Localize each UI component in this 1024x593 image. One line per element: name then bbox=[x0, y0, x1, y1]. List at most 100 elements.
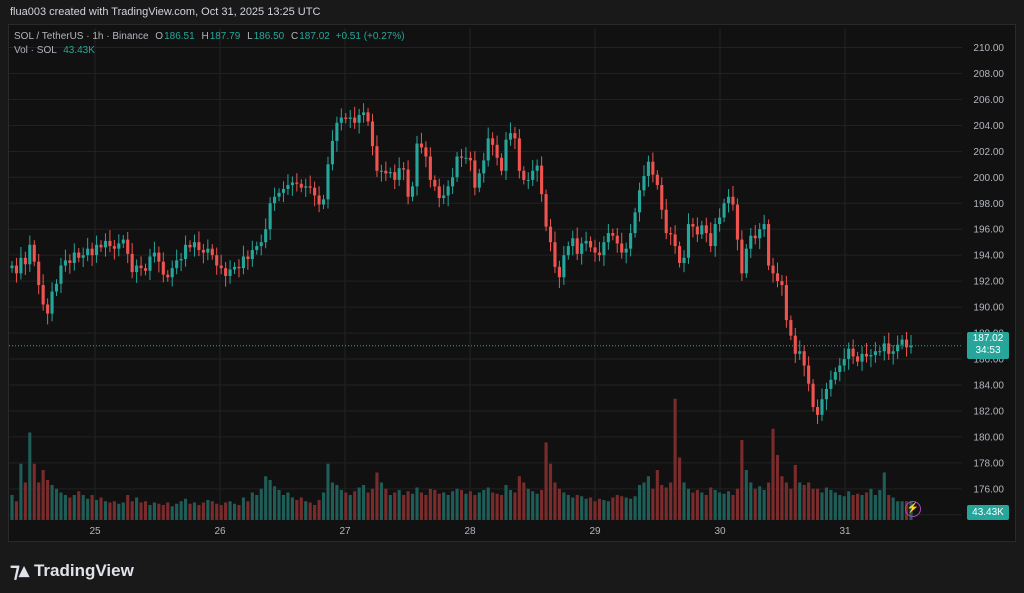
candle-body bbox=[259, 242, 263, 247]
candle-body bbox=[838, 365, 842, 373]
volume-bar bbox=[375, 472, 379, 520]
candle-body bbox=[317, 195, 321, 205]
volume-bar bbox=[130, 501, 134, 520]
y-tick-label: 200.00 bbox=[973, 173, 1004, 184]
candle-body bbox=[713, 224, 717, 247]
volume-bar bbox=[241, 497, 245, 520]
volume-bar bbox=[406, 491, 410, 520]
volume-bar bbox=[330, 482, 334, 520]
volume-bar bbox=[815, 488, 820, 520]
volume-bar bbox=[37, 482, 41, 520]
candle-body bbox=[793, 335, 797, 354]
x-tick-label: 30 bbox=[714, 526, 726, 537]
candle-body bbox=[869, 355, 873, 357]
candle-body bbox=[166, 274, 170, 278]
candle-body bbox=[833, 372, 837, 380]
volume-bar bbox=[526, 488, 530, 520]
volume-bar bbox=[388, 495, 392, 520]
last-price-badge: 187.02 34:53 bbox=[967, 332, 1009, 359]
volume-bar bbox=[99, 497, 103, 520]
candle-body bbox=[10, 265, 14, 269]
volume-bar bbox=[10, 495, 14, 520]
bolt-icon[interactable]: ⚡ bbox=[905, 501, 921, 517]
volume-bar bbox=[851, 495, 855, 520]
high-value: 187.79 bbox=[209, 31, 241, 42]
volume-bar bbox=[321, 492, 326, 520]
candle-body bbox=[384, 170, 388, 174]
candle-body bbox=[375, 146, 379, 171]
candle-body bbox=[335, 122, 339, 141]
candle-body bbox=[531, 170, 535, 180]
x-tick-label: 28 bbox=[464, 526, 476, 537]
volume-bar bbox=[833, 492, 837, 520]
candle-body bbox=[664, 209, 668, 234]
chart-frame[interactable] bbox=[8, 24, 1016, 542]
open-label: O bbox=[155, 31, 164, 42]
volume-bar bbox=[767, 482, 771, 520]
volume-bar bbox=[117, 503, 121, 520]
volume-bar bbox=[317, 500, 321, 520]
last-price-value: 187.02 bbox=[972, 333, 1004, 344]
volume-bar bbox=[878, 490, 882, 520]
volume-bar bbox=[348, 495, 352, 520]
x-tick-label: 26 bbox=[214, 526, 226, 537]
volume-bar bbox=[259, 488, 263, 520]
candle-body bbox=[192, 242, 197, 248]
volume-bar bbox=[237, 505, 241, 520]
candle-body bbox=[873, 351, 877, 356]
y-tick-label: 182.00 bbox=[973, 406, 1004, 417]
candle-body bbox=[362, 112, 366, 115]
volume-bar bbox=[820, 492, 824, 520]
volume-bar bbox=[869, 488, 873, 520]
volume-bar bbox=[437, 493, 441, 520]
candle-body bbox=[856, 356, 860, 362]
volume-bar bbox=[896, 501, 900, 520]
volume-row: Vol · SOL 43.43K bbox=[14, 44, 405, 58]
tradingview-footer[interactable]: ⁊▴ TradingView bbox=[10, 558, 134, 583]
volume-bar bbox=[433, 490, 437, 520]
volume-bar bbox=[873, 495, 877, 520]
volume-bar bbox=[664, 487, 668, 520]
candle-body bbox=[250, 249, 254, 260]
volume-bar bbox=[504, 485, 508, 520]
volume-bar bbox=[566, 495, 570, 520]
candle-body bbox=[695, 226, 699, 235]
volume-bar bbox=[344, 492, 348, 520]
candle-body bbox=[366, 112, 370, 122]
volume-bar bbox=[477, 492, 481, 520]
volume-bar bbox=[335, 485, 339, 520]
volume-bar bbox=[264, 476, 268, 520]
y-tick-label: 208.00 bbox=[973, 69, 1004, 80]
volume-bar bbox=[695, 490, 699, 520]
volume-bar bbox=[90, 495, 94, 520]
candle-body bbox=[148, 256, 152, 271]
volume-bar bbox=[633, 496, 637, 520]
volume-bar bbox=[611, 497, 615, 520]
volume-label[interactable]: Vol · SOL bbox=[14, 45, 57, 56]
symbol-label[interactable]: SOL / TetherUS · 1h · Binance bbox=[14, 31, 149, 42]
brand-name: TradingView bbox=[33, 560, 134, 580]
candle-body bbox=[455, 156, 459, 178]
volume-bar bbox=[646, 476, 650, 520]
volume-bar bbox=[14, 501, 19, 520]
volume-bar bbox=[175, 503, 179, 520]
candle-body bbox=[735, 204, 739, 240]
candle-body bbox=[228, 269, 232, 276]
volume-bar bbox=[557, 488, 561, 520]
volume-bar bbox=[620, 496, 624, 520]
y-tick-label: 192.00 bbox=[973, 277, 1004, 288]
candle-body bbox=[103, 240, 108, 248]
volume-bar bbox=[900, 501, 904, 520]
candle-body bbox=[504, 139, 508, 171]
volume-bar bbox=[188, 503, 192, 520]
candle-body bbox=[762, 224, 766, 230]
candle-body bbox=[286, 185, 290, 189]
candle-body bbox=[660, 185, 664, 210]
candle-body bbox=[157, 252, 161, 262]
candle-body bbox=[108, 240, 112, 247]
candle-body bbox=[19, 257, 23, 274]
volume-bar bbox=[304, 501, 308, 520]
ohlc-row: SOL / TetherUS · 1h · Binance O186.51 H1… bbox=[14, 30, 405, 44]
volume-bar bbox=[148, 505, 152, 520]
